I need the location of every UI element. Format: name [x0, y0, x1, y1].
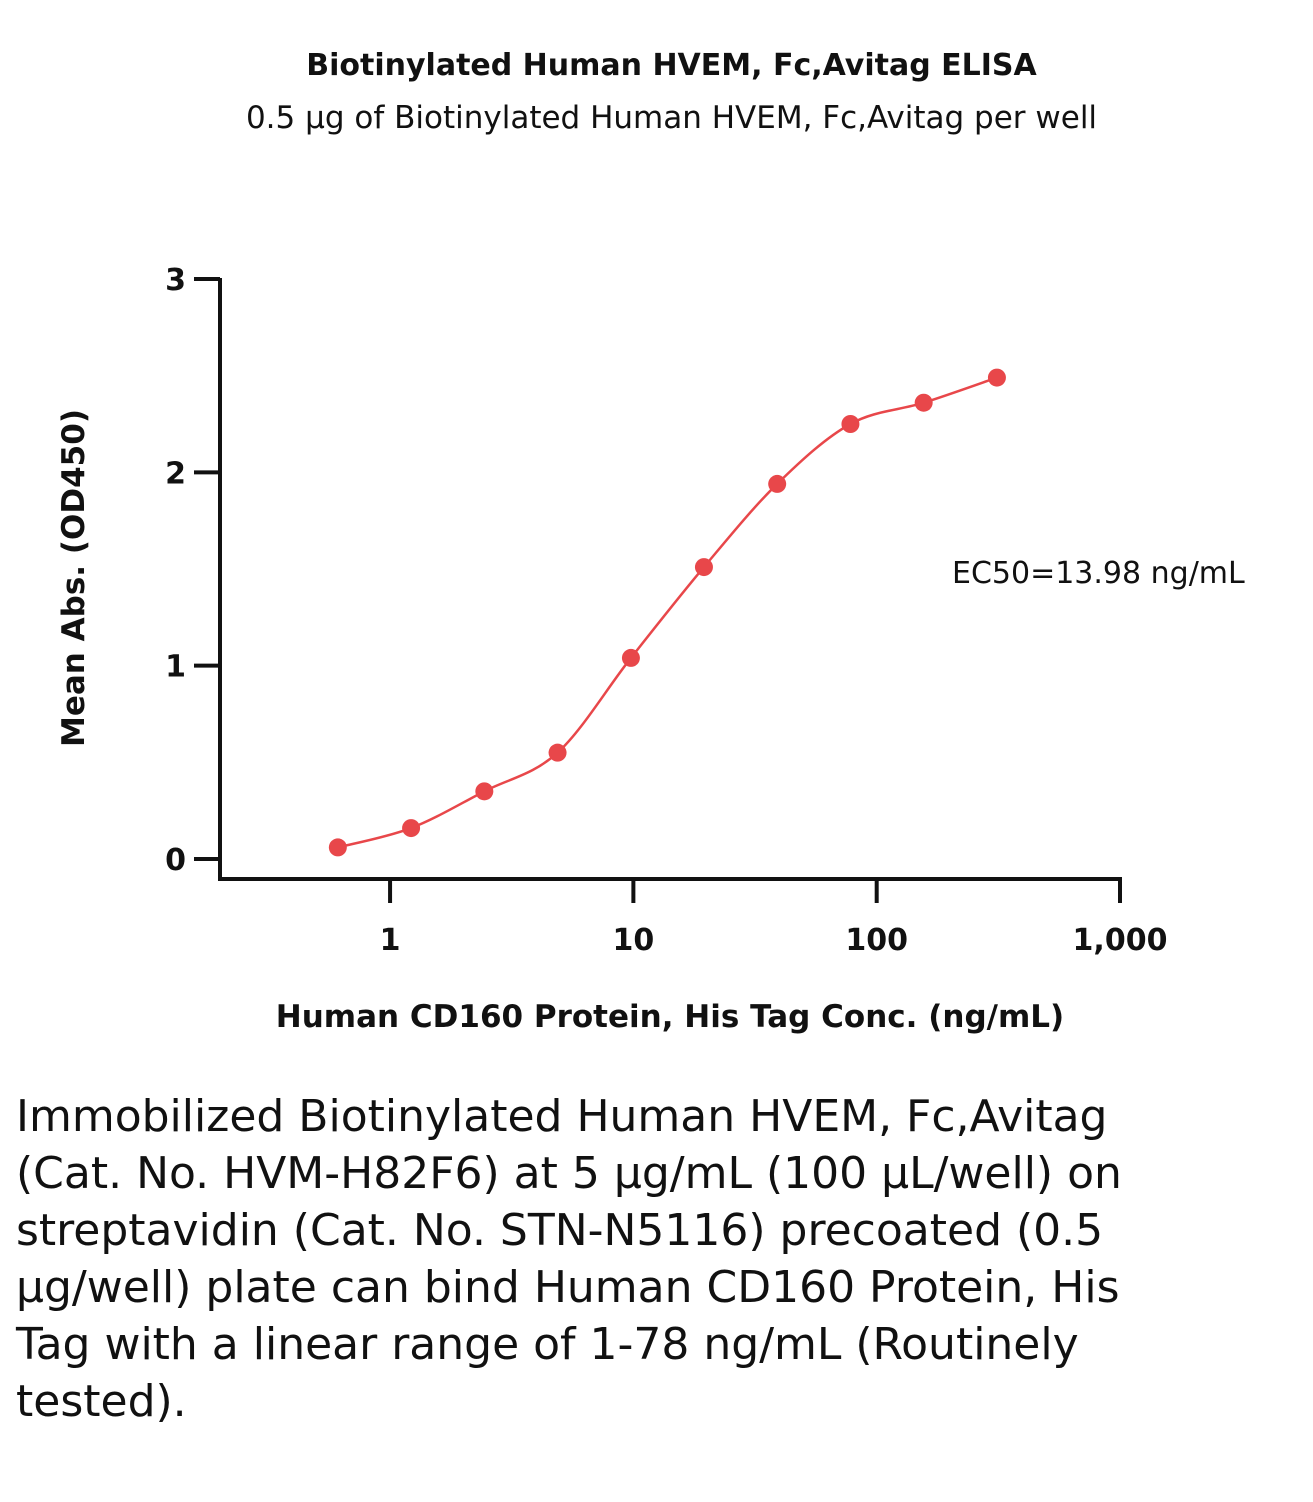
data-point — [475, 782, 494, 801]
figure-caption: Immobilized Biotinylated Human HVEM, Fc,… — [16, 1091, 1122, 1427]
y-tick-label: 0 — [165, 843, 186, 878]
fit-curve — [337, 376, 998, 849]
x-tick-label: 1 — [380, 923, 401, 958]
chart-subtitle: 0.5 µg of Biotinylated Human HVEM, Fc,Av… — [245, 100, 1098, 136]
y-tick-label: 3 — [165, 263, 186, 298]
x-ticks: 1 10 100 1,000 — [380, 879, 1168, 958]
data-point — [402, 819, 421, 838]
x-tick-label: 10 — [613, 923, 655, 958]
data-point — [768, 474, 787, 493]
data-point — [328, 838, 347, 857]
x-tick-label: 100 — [845, 923, 908, 958]
data-points — [328, 368, 1006, 857]
x-tick-label: 1,000 — [1073, 923, 1168, 958]
ec50-annotation: EC50=13.98 ng/mL — [952, 556, 1245, 591]
data-point — [987, 368, 1006, 387]
y-axis-title: Mean Abs. (OD450) — [56, 409, 92, 747]
data-point — [548, 743, 567, 762]
x-axis-title: Human CD160 Protein, His Tag Conc. (ng/m… — [276, 999, 1064, 1035]
data-point — [621, 648, 640, 667]
chart: 0 1 2 3 1 10 100 1,000 Mean Abs. (OD450) Human… — [56, 263, 1245, 1035]
y-ticks: 0 1 2 3 — [165, 263, 220, 878]
data-point — [914, 393, 933, 412]
y-tick-label: 1 — [165, 650, 186, 685]
y-tick-label: 2 — [165, 456, 186, 491]
data-point — [841, 415, 860, 433]
data-point — [694, 558, 713, 577]
axes — [218, 278, 1122, 881]
chart-title: Biotinylated Human HVEM, Fc,Avitag ELISA — [306, 48, 1037, 83]
